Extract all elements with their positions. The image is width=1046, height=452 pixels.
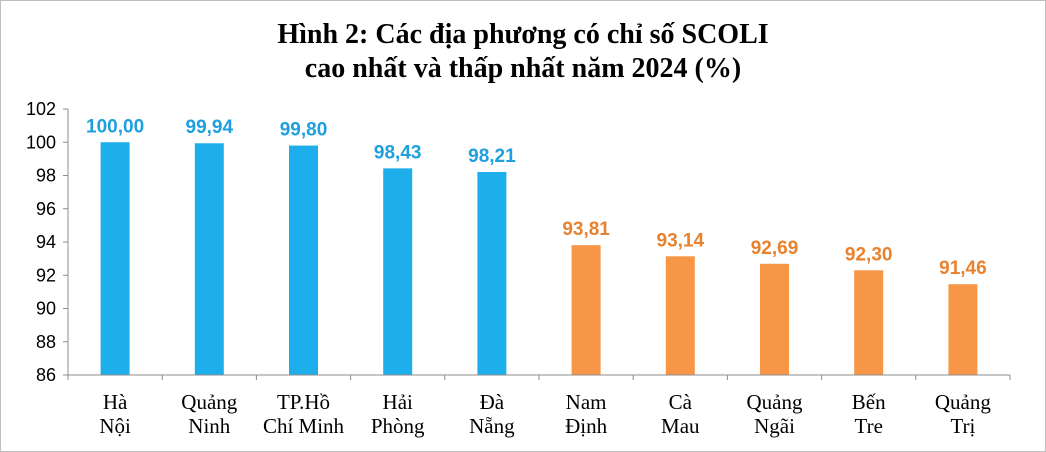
data-label: 92,69 <box>751 238 799 259</box>
bar <box>948 284 978 375</box>
x-category-label: Trị <box>950 414 975 438</box>
x-category-label: Quảng <box>935 390 991 414</box>
x-category-label: Nội <box>99 414 131 438</box>
chart-title-line-1: Hình 2: Các địa phương có chỉ số SCOLI <box>277 19 769 50</box>
data-label: 92,30 <box>845 244 893 265</box>
y-tick-label: 102 <box>26 99 56 119</box>
bar <box>571 245 601 375</box>
data-label: 98,21 <box>468 146 516 167</box>
x-category-label: Chí Minh <box>263 414 345 438</box>
bar <box>194 143 224 375</box>
x-category-label: Đà <box>480 390 505 414</box>
bar <box>383 168 413 375</box>
bar <box>854 270 884 375</box>
y-tick-label: 100 <box>26 132 56 152</box>
data-label: 100,00 <box>86 116 144 137</box>
x-category-label: Nam <box>566 390 607 414</box>
bars <box>100 142 978 375</box>
data-label: 93,81 <box>562 219 610 240</box>
x-category-label: Định <box>565 414 608 438</box>
bar <box>760 263 789 375</box>
x-category-label: Phòng <box>371 414 425 438</box>
x-category-label: TP.Hồ <box>277 390 330 414</box>
y-tick-label: 94 <box>36 232 56 252</box>
y-tick-label: 96 <box>36 199 56 219</box>
y-tick-label: 90 <box>36 299 56 319</box>
x-category-label: Ngãi <box>754 414 795 438</box>
x-category-label: Cà <box>669 390 693 414</box>
x-category-label: Mau <box>661 414 700 438</box>
bar <box>289 145 318 375</box>
x-category-label: Hà <box>103 390 128 414</box>
x-category-label: Quảng <box>747 390 803 414</box>
data-labels: 100,00 99,94 99,80 98,43 98,21 93,81 93,14 92,6… <box>86 116 987 279</box>
data-label: 99,94 <box>186 117 234 138</box>
y-tick-label: 98 <box>36 166 56 186</box>
y-axis: 86 88 90 92 94 96 98 100 102 <box>26 99 69 385</box>
chart-title-line-2: cao nhất và thấp nhất năm 2024 (%) <box>304 53 742 84</box>
x-category-label: Ninh <box>188 414 231 438</box>
data-label: 98,43 <box>374 142 422 163</box>
bar <box>665 256 695 375</box>
y-tick-label: 88 <box>36 332 56 352</box>
x-category-label: Bến <box>852 390 886 414</box>
x-category-label: Tre <box>854 414 882 438</box>
chart-title: Hình 2: Các địa phương có chỉ số SCOLI c… <box>0 18 1046 86</box>
x-category-label: Hải <box>383 390 413 414</box>
x-category-label: Nẵng <box>469 414 515 438</box>
y-tick-label: 86 <box>36 365 56 385</box>
y-tick-label: 92 <box>36 265 56 285</box>
bar <box>477 172 507 375</box>
data-label: 99,80 <box>280 120 328 141</box>
data-label: 93,14 <box>657 230 705 251</box>
x-category-label: Quảng <box>181 390 237 414</box>
data-label: 91,46 <box>939 258 987 279</box>
bar <box>100 142 130 375</box>
